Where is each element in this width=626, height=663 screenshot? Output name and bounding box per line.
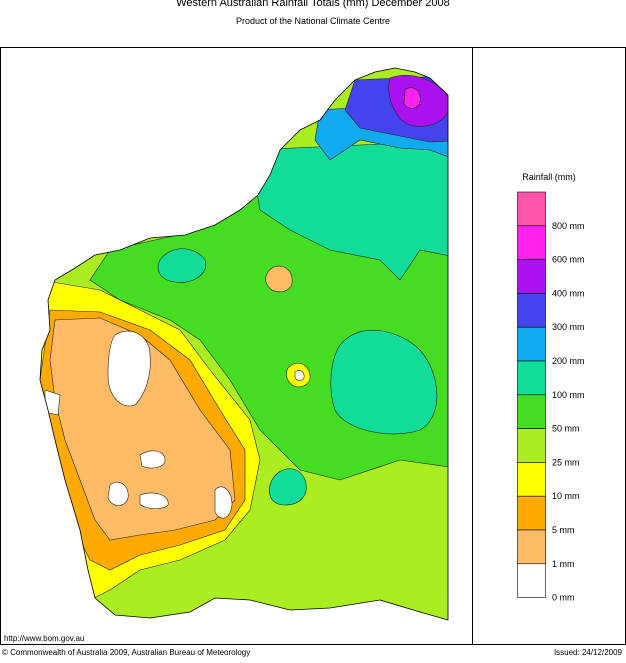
legend-label: 25 mm (552, 457, 580, 467)
legend-label: 0 mm (552, 593, 575, 603)
legend-label: 100 mm (552, 390, 585, 400)
copyright: © Commonwealth of Australia 2009, Austra… (2, 648, 250, 657)
issued: Issued: 24/12/2009 (554, 648, 623, 657)
legend-swatch (517, 529, 546, 565)
legend-label: 800 mm (552, 221, 585, 231)
legend-label: 1 mm (552, 559, 575, 569)
subtitle: Product of the National Climate Centre (236, 16, 390, 26)
legend-swatch (517, 563, 546, 598)
legend-swatch (517, 191, 546, 227)
legend-label: 5 mm (552, 525, 575, 535)
legend-label: 400 mm (552, 288, 585, 298)
legend: 800 mm 600 mm 400 mm 300 mm 200 mm 100 mm 50 m… (517, 191, 585, 603)
legend-swatch (517, 293, 546, 328)
legend-swatch (517, 259, 546, 294)
rainfall-map (40, 68, 448, 620)
legend-label: 600 mm (552, 255, 585, 265)
legend-label: 200 mm (552, 356, 585, 366)
legend-label: 300 mm (552, 322, 585, 332)
title: Western Australian Rainfall Totals (mm) … (176, 0, 450, 9)
legend-swatch (517, 394, 546, 429)
url: http://www.bom.gov.au (4, 634, 84, 643)
legend-swatch (517, 360, 546, 396)
legend-swatch (517, 495, 546, 531)
legend-label: 50 mm (552, 424, 580, 434)
legend-swatch (517, 225, 546, 260)
legend-label: 10 mm (552, 491, 580, 501)
legend-swatch (517, 428, 546, 463)
legend-swatch (517, 326, 546, 362)
legend-swatch (517, 462, 546, 497)
legend-title: Rainfall (mm) (522, 172, 576, 182)
